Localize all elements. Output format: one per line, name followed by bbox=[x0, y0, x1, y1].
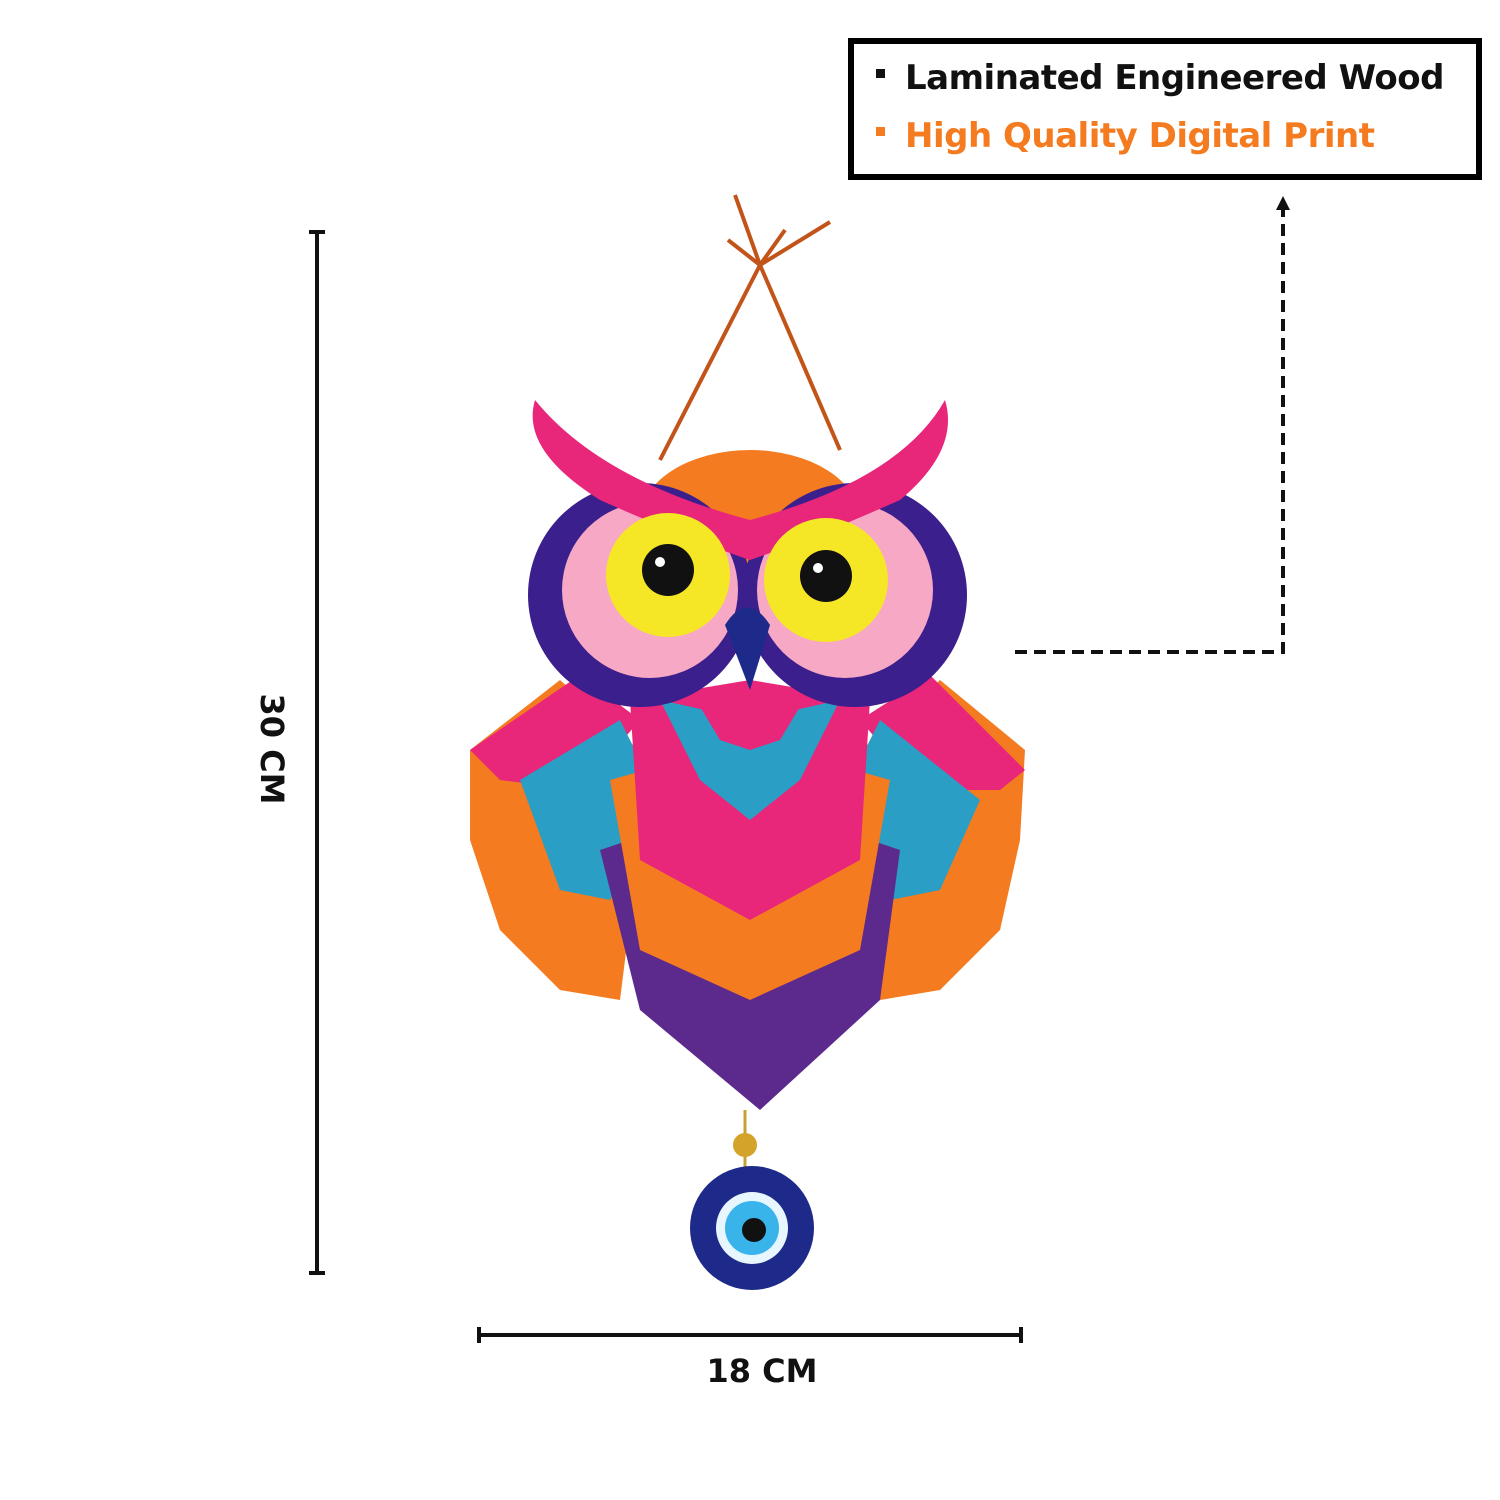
hanging-string bbox=[658, 194, 842, 461]
bullet-icon bbox=[876, 69, 885, 78]
evil-eye-pendant bbox=[690, 1166, 814, 1290]
width-label: 18 CM bbox=[706, 1352, 818, 1390]
height-label: 30 CM bbox=[253, 693, 291, 805]
feature-label: High Quality Digital Print bbox=[905, 116, 1375, 156]
height-dimension-line bbox=[309, 230, 325, 1275]
arrow-head-icon bbox=[1276, 196, 1290, 210]
owl-eyes bbox=[606, 513, 888, 642]
feature-item: Laminated Engineered Wood bbox=[876, 58, 1444, 98]
bullet-icon bbox=[876, 127, 885, 136]
owl-beak bbox=[725, 607, 770, 690]
feature-label: Laminated Engineered Wood bbox=[905, 58, 1444, 98]
feature-item: High Quality Digital Print bbox=[876, 116, 1375, 156]
width-dimension-line bbox=[477, 1327, 1023, 1343]
owl-product-image bbox=[470, 194, 1025, 1290]
feature-box: Laminated Engineered Wood High Quality D… bbox=[848, 38, 1482, 180]
callout-arrow bbox=[1015, 210, 1285, 654]
